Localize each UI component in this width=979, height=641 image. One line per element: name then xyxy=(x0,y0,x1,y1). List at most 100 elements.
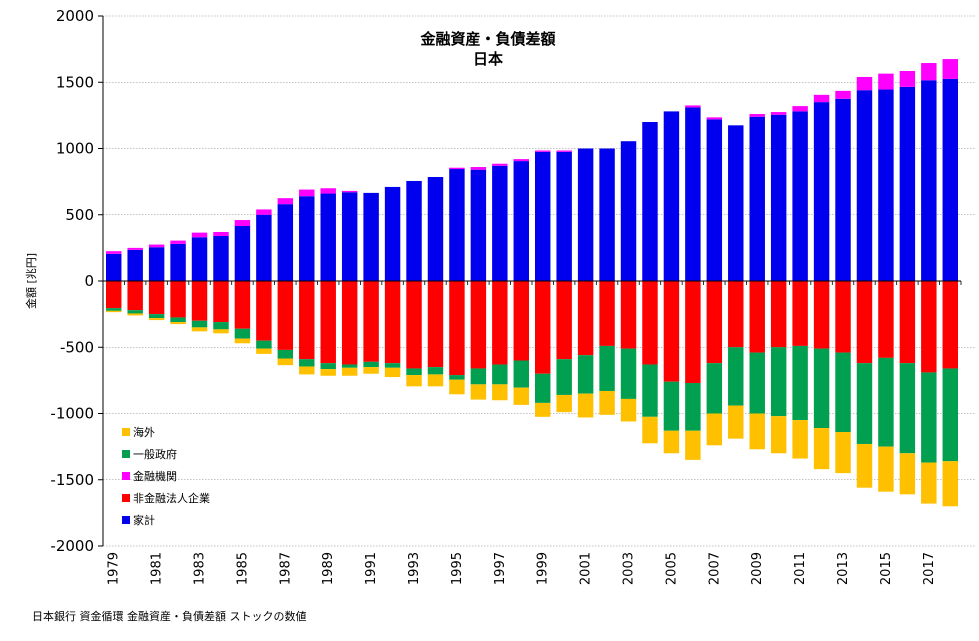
legend-label: 家計 xyxy=(133,513,155,527)
bar-segment xyxy=(277,358,294,366)
bar-segment xyxy=(127,281,143,311)
bar-segment xyxy=(513,161,529,281)
bar-segment xyxy=(406,375,422,387)
bar-segment xyxy=(813,348,830,429)
bar-segment xyxy=(556,150,572,152)
bar-segment xyxy=(792,111,808,282)
bar-segment xyxy=(406,180,422,281)
legend-swatch xyxy=(122,516,130,524)
bar-segment xyxy=(685,107,701,281)
bar-segment xyxy=(728,347,744,406)
bar-segment xyxy=(642,281,658,365)
bar-segment xyxy=(792,345,808,421)
bar-segment xyxy=(921,281,937,373)
bar-segment xyxy=(663,381,680,431)
bar-segment xyxy=(384,363,401,368)
bar-segment xyxy=(878,446,894,492)
x-tick-labels: 1979 1981 1983 1985 1987 1989 1991 1993 1995 1997… xyxy=(107,552,937,585)
bar-segment xyxy=(449,167,465,170)
bar-segment xyxy=(556,394,572,413)
y-tick-label: -1500 xyxy=(50,471,94,489)
bar-segment xyxy=(492,165,508,281)
bar-segment xyxy=(341,367,358,376)
bar-segment xyxy=(921,63,937,81)
bar-segment xyxy=(384,186,401,281)
bar-segment xyxy=(813,94,830,103)
bar-segment xyxy=(127,249,143,281)
bar-segment xyxy=(406,281,422,369)
bar-segment xyxy=(277,349,294,359)
bar-segment xyxy=(835,352,851,433)
bar-segment xyxy=(728,125,744,281)
bar-segment xyxy=(706,363,723,414)
legend-swatch xyxy=(122,472,130,480)
bar-segment xyxy=(213,235,229,281)
bar-segment xyxy=(492,364,508,385)
bar-segment xyxy=(320,363,336,370)
bar-segment xyxy=(792,420,808,459)
bar-segment xyxy=(856,76,873,91)
bar-segment xyxy=(942,59,958,79)
bar-segment xyxy=(191,281,208,321)
bar-segment xyxy=(878,357,894,447)
y-axis-label: 金額 [兆円] xyxy=(24,253,38,309)
bar-segment xyxy=(384,281,401,364)
legend-label: 海外 xyxy=(133,425,155,439)
bar-segment xyxy=(234,338,251,344)
bar-segment xyxy=(470,169,487,281)
chart-title: 金融資産・負債差額 xyxy=(419,30,555,48)
bar-segment xyxy=(449,375,465,380)
bar-segment xyxy=(492,384,508,401)
bar-segment xyxy=(728,281,744,348)
x-tick-label: 1985 xyxy=(235,552,250,585)
bar-segment xyxy=(513,159,529,162)
bar-segment xyxy=(770,281,787,348)
bar-segment xyxy=(620,348,637,399)
bar-segment xyxy=(749,116,765,281)
bar-segment xyxy=(170,281,186,318)
y-tick-label: 1000 xyxy=(56,140,94,158)
bar-segment xyxy=(106,251,122,254)
bar-segment xyxy=(127,310,143,314)
bar-segment xyxy=(577,355,594,394)
bar-segment xyxy=(234,281,251,329)
bar-segment xyxy=(320,281,336,364)
bar-segment xyxy=(663,111,680,282)
bar-segment xyxy=(320,193,336,281)
bar-segment xyxy=(835,281,851,353)
bar-segment xyxy=(856,90,873,281)
bar-segment xyxy=(234,220,251,227)
gridlines xyxy=(98,15,976,547)
bar-segment xyxy=(384,367,401,378)
bar-segment xyxy=(577,148,594,281)
bar-segment xyxy=(470,368,487,385)
bar-segment xyxy=(792,281,808,346)
x-tick-label: 2001 xyxy=(579,552,594,585)
bar-segment xyxy=(620,141,637,281)
bar-segment xyxy=(535,150,551,152)
bar-segment xyxy=(899,453,916,495)
bar-segment xyxy=(620,398,637,422)
bar-segment xyxy=(535,151,551,281)
bar-segment xyxy=(106,281,122,309)
bar-segment xyxy=(899,363,916,454)
bar-segment xyxy=(556,359,572,395)
bar-segment xyxy=(813,281,830,349)
bar-segment xyxy=(277,281,294,350)
bar-segment xyxy=(556,281,572,360)
bar-segment xyxy=(492,281,508,365)
bar-segment xyxy=(749,114,765,117)
x-tick-label: 1989 xyxy=(321,552,336,585)
bar-segment xyxy=(170,240,186,244)
x-tick-label: 1993 xyxy=(407,552,422,585)
bar-segment xyxy=(106,308,122,311)
bar-segment xyxy=(577,281,594,356)
bar-segment xyxy=(706,119,723,281)
bar-segment xyxy=(170,243,186,281)
bar-segment xyxy=(513,360,529,388)
x-tick-label: 2005 xyxy=(664,552,679,585)
bar-segment xyxy=(449,169,465,281)
bar-segment xyxy=(878,281,894,358)
bar-segment xyxy=(921,372,937,463)
bar-segment xyxy=(363,361,379,368)
